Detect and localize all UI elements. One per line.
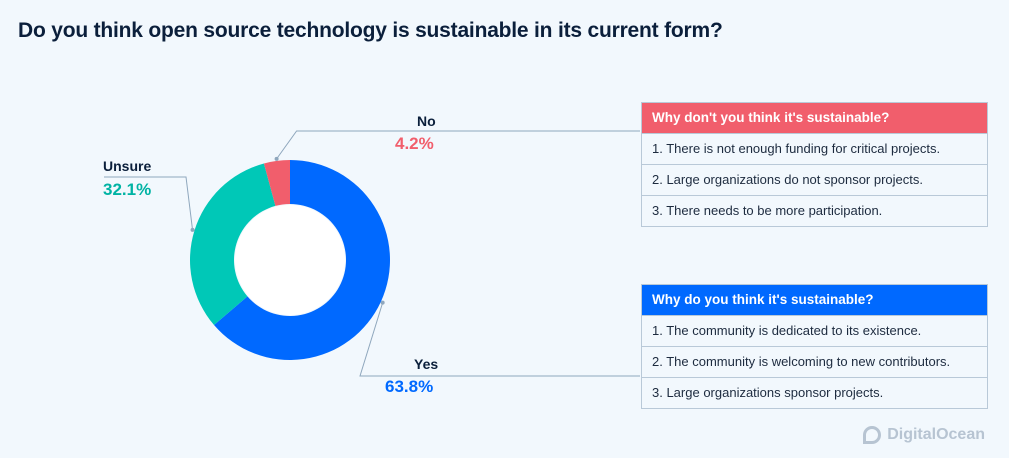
reasons-panel-yes: Why do you think it's sustainable? 1. Th… <box>641 284 988 409</box>
leader-line-unsure <box>104 176 194 230</box>
reason-item: 1. There is not enough funding for criti… <box>642 133 987 164</box>
donut-slice-yes <box>214 160 390 360</box>
chart-title: Do you think open source technology is s… <box>18 19 723 42</box>
digitalocean-logo-icon <box>863 426 882 444</box>
logo-text: DigitalOcean <box>887 426 985 443</box>
reasons-panel-no-header: Why don't you think it's sustainable? <box>642 103 987 133</box>
reason-item: 3. Large organizations sponsor projects. <box>642 377 987 408</box>
reason-item: 3. There needs to be more participation. <box>642 195 987 226</box>
reasons-panel-no: Why don't you think it's sustainable? 1.… <box>641 102 988 227</box>
slice-label-yes: Yes <box>414 356 439 372</box>
reason-item: 2. The community is welcoming to new con… <box>642 346 987 377</box>
donut-slice-unsure <box>189 163 276 326</box>
slice-label-no: No <box>417 113 436 129</box>
donut-hole <box>235 205 345 315</box>
leader-line-yes-dot <box>380 300 385 305</box>
leader-line-yes <box>359 302 640 377</box>
leader-line-unsure-dot <box>190 227 195 232</box>
digitalocean-logo: DigitalOcean <box>863 426 985 444</box>
reason-item: 2. Large organizations do not sponsor pr… <box>642 164 987 195</box>
slice-value-unsure: 32.1% <box>103 180 152 199</box>
reason-item: 1. The community is dedicated to its exi… <box>642 315 987 346</box>
slice-value-no: 4.2% <box>395 134 434 153</box>
leader-line-no-dot <box>274 156 279 161</box>
leader-line-no <box>276 130 640 160</box>
reasons-panel-yes-header: Why do you think it's sustainable? <box>642 285 987 315</box>
slice-value-yes: 63.8% <box>385 377 434 396</box>
slice-label-unsure: Unsure <box>103 158 152 174</box>
donut-slice-no <box>263 160 290 206</box>
